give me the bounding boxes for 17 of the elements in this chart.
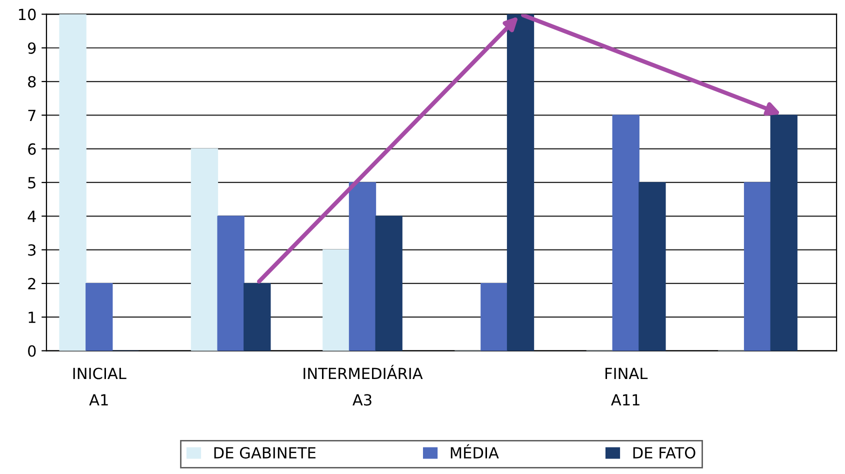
x-tick-label: INICIAL A1: [73, 368, 126, 406]
y-tick-label: 9: [28, 42, 36, 54]
y-tick-label: 2: [28, 278, 36, 290]
legend-label: MÉDIA: [450, 444, 499, 458]
x-tick-label: FINAL A11: [606, 368, 648, 406]
y-tick-label: 10: [18, 8, 36, 20]
y-tick-label: 1: [28, 312, 36, 323]
legend-label: DE FATO: [633, 447, 696, 459]
y-tick-label: 6: [28, 143, 36, 155]
y-tick-label: 5: [28, 177, 36, 189]
y-tick-label: 3: [28, 244, 36, 256]
y-tick-label: 7: [28, 110, 36, 121]
legend-label: DE GABINETE: [214, 447, 316, 459]
y-tick-label: 4: [28, 210, 36, 222]
y-tick-label: 8: [28, 76, 36, 88]
x-tick-label: INTERMEDIÁRIA A3: [304, 364, 423, 406]
y-tick-label: 0: [28, 345, 36, 357]
